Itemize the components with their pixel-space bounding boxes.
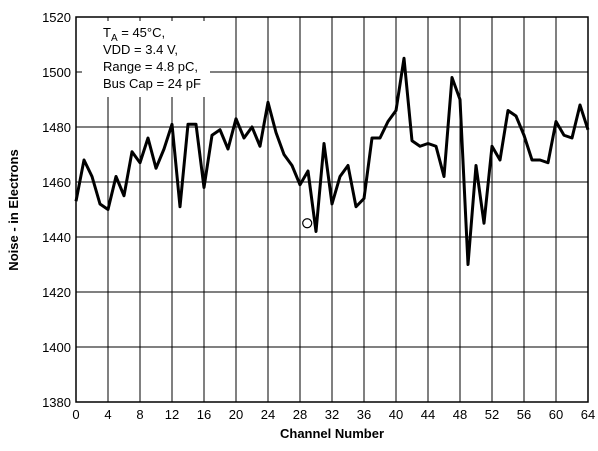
x-axis-label: Channel Number <box>280 426 384 441</box>
annotation-part: = 45°C, <box>118 25 165 40</box>
y-axis-label: Noise - in Electrons <box>6 149 21 270</box>
data-line <box>74 56 590 266</box>
annotation-bg <box>82 21 210 97</box>
annotation-line: Bus Cap = 24 pF <box>103 76 201 91</box>
x-tick-label: 0 <box>72 407 79 422</box>
annotation-part: A <box>111 33 118 44</box>
x-tick-label: 52 <box>485 407 499 422</box>
x-tick-label: 48 <box>453 407 467 422</box>
y-tick-label: 1380 <box>42 395 71 410</box>
annotation-line: TA = 45°C, <box>103 25 165 44</box>
x-tick-label: 36 <box>357 407 371 422</box>
x-tick-label: 4 <box>104 407 111 422</box>
y-tick-label: 1520 <box>42 10 71 25</box>
y-tick-label: 1420 <box>42 285 71 300</box>
x-tick-label: 44 <box>421 407 435 422</box>
y-tick-label: 1500 <box>42 65 71 80</box>
x-tick-label: 24 <box>261 407 275 422</box>
y-tick-label: 1480 <box>42 120 71 135</box>
x-tick-label: 64 <box>581 407 595 422</box>
x-tick-label: 12 <box>165 407 179 422</box>
x-tick-label: 8 <box>136 407 143 422</box>
x-tick-label: 60 <box>549 407 563 422</box>
y-tick-label: 1400 <box>42 340 71 355</box>
x-tick-label: 32 <box>325 407 339 422</box>
plot-frame <box>75 16 589 403</box>
annotation-part: T <box>103 25 111 40</box>
x-tick-label: 56 <box>517 407 531 422</box>
x-tick-label: 28 <box>293 407 307 422</box>
marker-point <box>302 218 313 229</box>
y-tick-label: 1460 <box>42 175 71 190</box>
annotation-line: VDD = 3.4 V, <box>103 42 178 57</box>
y-tick-label: 1440 <box>42 230 71 245</box>
x-tick-label: 40 <box>389 407 403 422</box>
x-tick-label: 16 <box>197 407 211 422</box>
annotation-line: Range = 4.8 pC, <box>103 59 198 74</box>
x-tick-label: 20 <box>229 407 243 422</box>
